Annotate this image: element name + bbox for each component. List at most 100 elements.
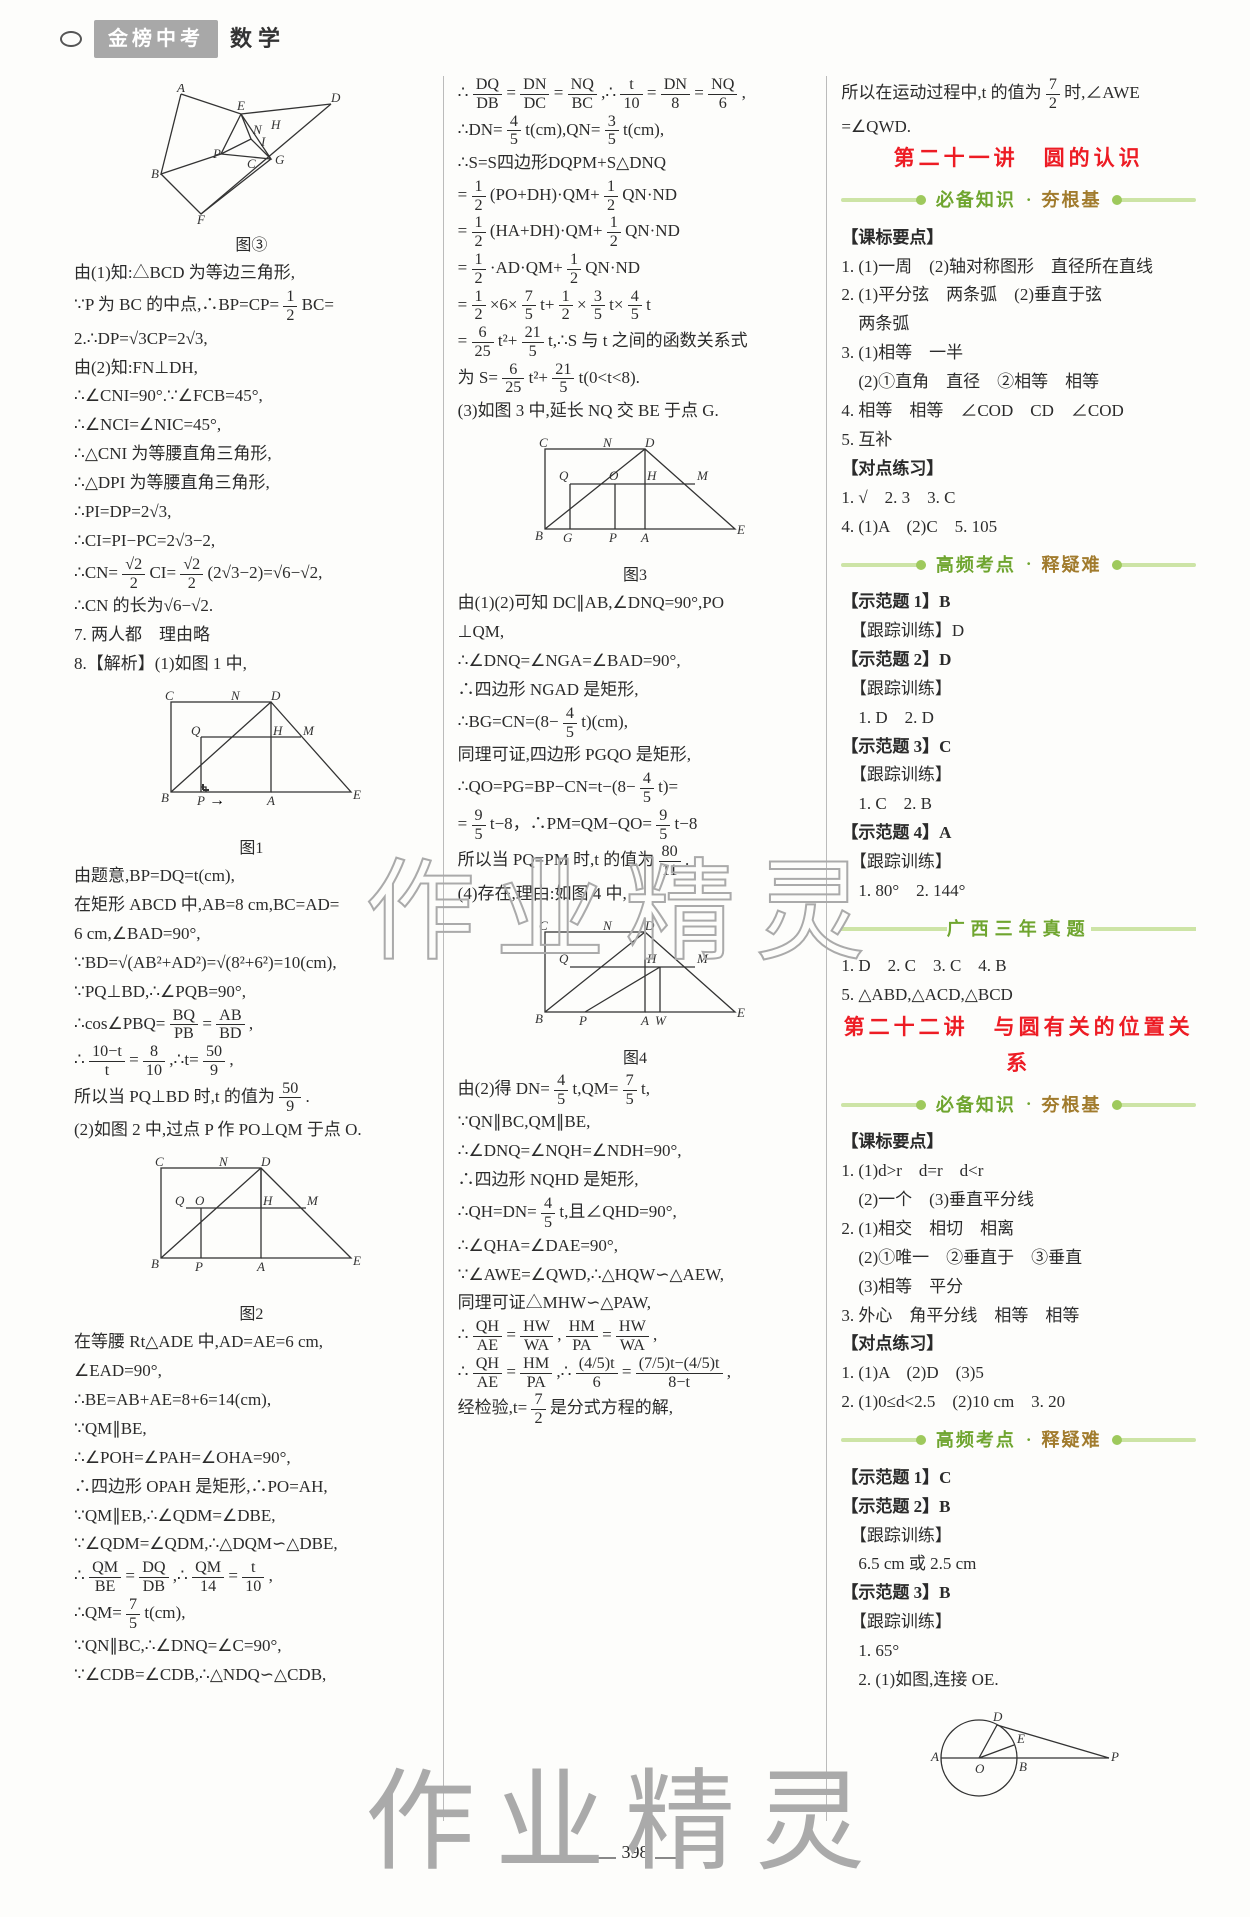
fraction: HMPA [520,1355,552,1392]
fig2-label: 图2 [74,1301,429,1328]
heading: 【示范题 2】B [841,1493,1196,1522]
fraction: 12 [472,178,486,215]
t: = [202,1014,212,1033]
column-1: AD BF GE PN IC H 图③ 由(1)知:△BCD 为等边三角形, ∵… [60,76,444,1821]
fraction: 45 [507,113,521,150]
svg-text:P: P [578,1013,587,1028]
svg-text:P: P [608,530,617,545]
text-line: ∴ QHAE = HMPA ,∴ (4/5)t6 = (7/5)t−(4/5)t… [458,1355,813,1392]
t: = [125,1567,135,1586]
text-line: 【跟踪训练】 [841,761,1196,790]
t: CI= [149,563,176,582]
t: = [129,1050,139,1069]
heading: 【课标要点】 [841,224,1196,253]
t: ∴ [458,1362,469,1381]
svg-text:D: D [260,1154,271,1169]
t: = [458,295,468,314]
dot-icon: · [1026,186,1032,215]
t: ∴BG=CN=(8− [458,712,559,731]
t: 时,∠AWE [1064,83,1140,102]
text-line: 1. (1)一周 (2)轴对称图形 直径所在直线 [841,253,1196,282]
svg-text:B: B [535,1011,543,1026]
text-line: (2)①唯一 ②垂直于 ③垂直 [841,1244,1196,1273]
t: = [602,1325,612,1344]
text-line: 所以当 PQ⊥BD 时,t 的值为 509 . [74,1080,429,1117]
text-line: ∴△DPI 为等腰直角三角形, [74,469,429,498]
fraction: 45 [541,1195,555,1232]
text-line: = 12 ×6× 75 t+ 12 × 35 t× 45 t [458,288,813,325]
t: QN·ND [622,185,677,204]
svg-text:C: C [539,435,548,450]
text-line: 2. (1)平分弦 两条弧 (2)垂直于弦 [841,281,1196,310]
svg-text:I: I [260,134,266,149]
svg-text:→: → [209,792,225,809]
t: 是分式方程的解, [550,1399,673,1418]
geometry-figure-3b-icon: CND BGPAE QOHM [515,434,755,554]
fraction: t10 [620,76,642,113]
fraction: 45 [640,770,654,807]
text-line: = 625 t²+ 215 t,∴S 与 t 之间的函数关系式 [458,324,813,361]
svg-text:M: M [696,468,709,483]
svg-text:E: E [352,787,361,802]
fraction: NQ6 [708,76,737,113]
text-line: ∵QM∥BE, [74,1415,429,1444]
text-line: ∴四边形 OPAH 是矩形,∴PO=AH, [74,1473,429,1502]
t: ∴ [458,83,469,102]
svg-text:Q: Q [559,951,569,966]
text-line: (2)如图 2 中,过点 P 作 PO⊥QM 于点 O. [74,1116,429,1145]
text-line: (2)一个 (3)垂直平分线 [841,1186,1196,1215]
band-line-icon [1112,563,1197,567]
geometry-figure-2-icon: CND BPAE QOHM [131,1153,371,1293]
t: = [228,1567,238,1586]
band-line-icon [841,1438,926,1442]
text-line: 1. 80° 2. 144° [841,877,1196,906]
band-line-icon [1112,1438,1197,1442]
svg-text:E: E [736,1005,745,1020]
svg-text:B: B [535,528,543,543]
fraction: HMPA [566,1318,598,1355]
svg-text:D: D [330,90,341,105]
text-line: 4. (1)A (2)C 5. 105 [841,513,1196,542]
text-line: 1. C 2. B [841,790,1196,819]
text-line: ∵BD=√(AB²+AD²)=√(8²+6²)=10(cm), [74,949,429,978]
t: = [506,1362,516,1381]
fraction: 8011 [659,843,681,880]
fraction: HWWA [616,1318,649,1355]
text-line: ∴CN 的长为√6−√2. [74,592,429,621]
svg-text:O: O [195,1193,205,1208]
fraction: 215 [522,324,544,361]
fraction: 12 [567,251,581,288]
text-line: 6 cm,∠BAD=90°, [74,920,429,949]
t: t−8 [675,814,732,833]
text-line: 3. 外心 角平分线 相等 相等 [841,1302,1196,1331]
t: = [458,814,468,833]
text-line: ∵∠AWE=∠QWD,∴△HQW∽△AEW, [458,1261,813,1290]
text-line: ∵PQ⊥BD,∴∠PQB=90°, [74,978,429,1007]
section-title-22: 第二十二讲 与圆有关的位置关系 [841,1010,1196,1081]
svg-text:G: G [563,530,573,545]
svg-text:B: B [1019,1759,1027,1774]
t: ,∴ [556,1362,571,1381]
t: = [554,83,564,102]
text-line: ∴BE=AB+AE=8+6=14(cm), [74,1386,429,1415]
svg-text:N: N [230,688,241,703]
header: 金榜中考 数学 [60,20,1210,58]
band-line-icon [1112,1103,1197,1107]
text-line: ∴CI=PI−PC=2√3−2, [74,527,429,556]
svg-text:O: O [975,1761,985,1776]
t: QN·ND [585,258,640,277]
page-number: 398 [60,1837,1210,1868]
svg-text:M: M [306,1193,319,1208]
fraction: 10−tt [89,1043,125,1080]
text-line: 在等腰 Rt△ADE 中,AD=AE=6 cm, [74,1328,429,1357]
text-line: ∴四边形 NGAD 是矩形, [458,676,813,705]
text-line: 3. (1)相等 一半 [841,339,1196,368]
text-line: 2. (1)0≤d<2.5 (2)10 cm 3. 20 [841,1388,1196,1417]
band-left: 高频考点 [936,1425,1016,1456]
heading: 【对点练习】 [841,455,1196,484]
geometry-figure-1-icon: CND BPAE QHM → [131,687,371,827]
t: ∴DN= [458,120,503,139]
band-left: 必备知识 [936,1090,1016,1121]
heading: 【示范题 4】A [841,819,1196,848]
text-line: ∴QO=PG=BP−CN=t−(8− 45 t)= [458,770,813,807]
